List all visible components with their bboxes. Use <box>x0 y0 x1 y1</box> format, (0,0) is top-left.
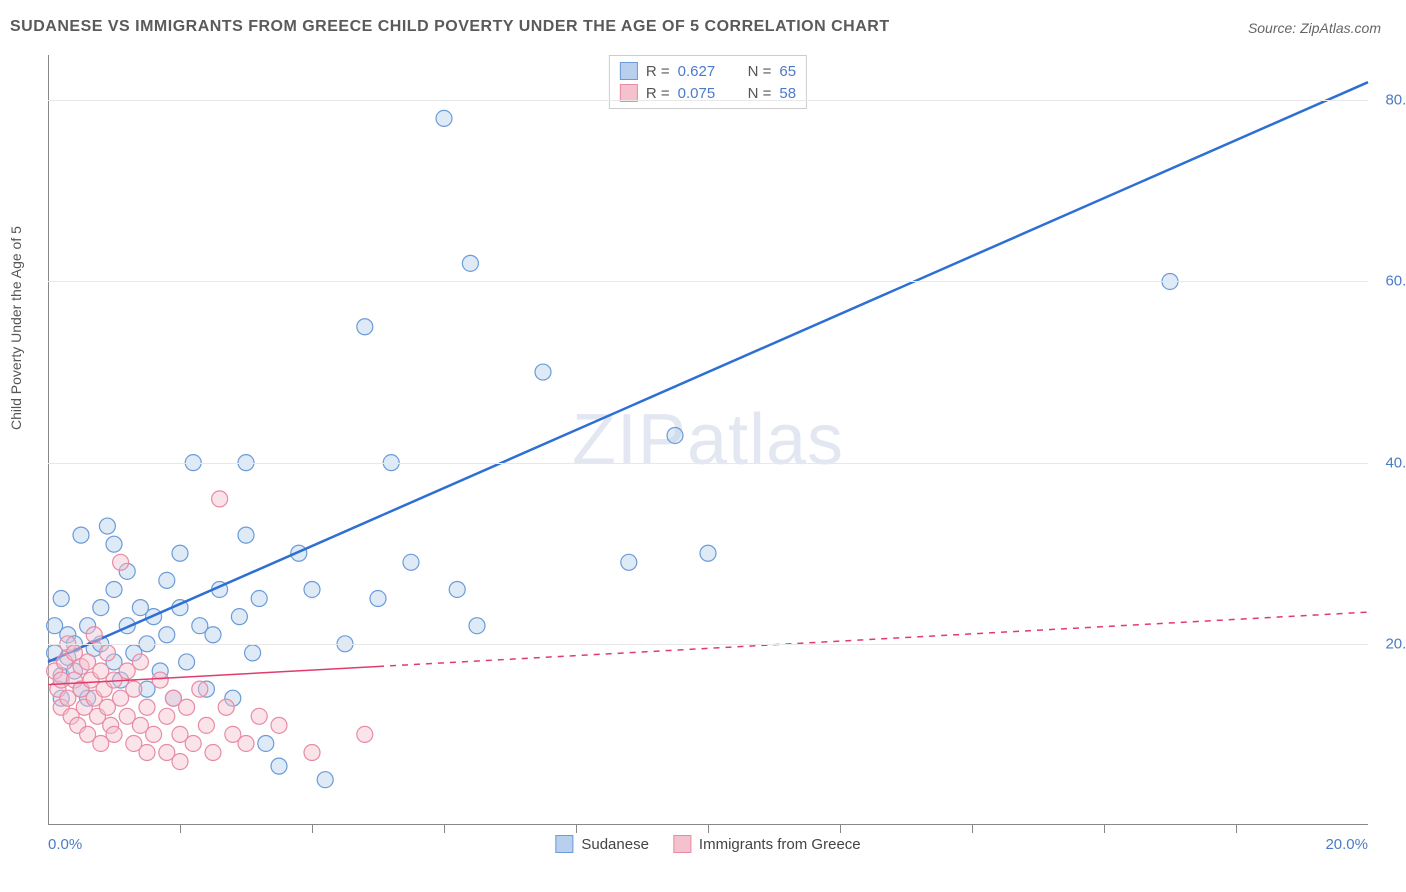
data-point <box>271 758 287 774</box>
x-tick <box>180 825 181 833</box>
grid-line <box>48 100 1368 101</box>
r-value: 0.075 <box>678 85 728 102</box>
data-point <box>621 554 637 570</box>
data-point <box>449 581 465 597</box>
x-tick <box>576 825 577 833</box>
data-point <box>403 554 419 570</box>
data-point <box>159 708 175 724</box>
r-value: 0.627 <box>678 63 728 80</box>
y-tick-label: 60.0% <box>1373 273 1406 290</box>
x-tick-label: 0.0% <box>48 836 82 853</box>
y-axis-label: Child Poverty Under the Age of 5 <box>8 226 24 430</box>
x-tick <box>444 825 445 833</box>
data-point <box>86 627 102 643</box>
legend-item: Sudanese <box>555 835 649 853</box>
trend-line-extrapolated <box>378 612 1368 666</box>
data-point <box>469 618 485 634</box>
data-point <box>126 681 142 697</box>
data-point <box>179 699 195 715</box>
x-tick <box>1236 825 1237 833</box>
chart-plot-area: ZIPatlas R =0.627N =65R =0.075N =58 Suda… <box>48 55 1368 825</box>
data-point <box>304 745 320 761</box>
legend-series: Sudanese Immigrants from Greece <box>555 835 860 853</box>
data-point <box>357 319 373 335</box>
data-point <box>317 772 333 788</box>
data-point <box>146 726 162 742</box>
data-point <box>73 527 89 543</box>
n-value: 58 <box>779 85 796 102</box>
data-point <box>205 745 221 761</box>
data-point <box>238 527 254 543</box>
r-label: R = <box>646 63 670 80</box>
r-label: R = <box>646 85 670 102</box>
x-tick <box>708 825 709 833</box>
data-point <box>152 672 168 688</box>
x-tick <box>1104 825 1105 833</box>
data-point <box>357 726 373 742</box>
x-tick <box>312 825 313 833</box>
data-point <box>132 654 148 670</box>
y-tick-label: 80.0% <box>1373 92 1406 109</box>
x-tick <box>972 825 973 833</box>
data-point <box>218 699 234 715</box>
x-tick <box>840 825 841 833</box>
source-attribution: Source: ZipAtlas.com <box>1248 20 1381 36</box>
data-point <box>535 364 551 380</box>
legend-item: Immigrants from Greece <box>673 835 861 853</box>
data-point <box>139 699 155 715</box>
data-point <box>667 427 683 443</box>
n-label: N = <box>748 63 772 80</box>
data-point <box>251 708 267 724</box>
grid-line <box>48 644 1368 645</box>
data-point <box>99 645 115 661</box>
legend-label: Sudanese <box>581 836 649 853</box>
data-point <box>179 654 195 670</box>
data-point <box>198 717 214 733</box>
data-point <box>113 554 129 570</box>
data-point <box>231 609 247 625</box>
data-point <box>106 581 122 597</box>
chart-title: SUDANESE VS IMMIGRANTS FROM GREECE CHILD… <box>10 18 890 36</box>
y-tick-label: 20.0% <box>1373 635 1406 652</box>
scatter-svg <box>48 55 1368 825</box>
data-point <box>258 735 274 751</box>
data-point <box>99 518 115 534</box>
x-tick-label: 20.0% <box>1325 836 1368 853</box>
legend-swatch <box>620 62 638 80</box>
data-point <box>245 645 261 661</box>
data-point <box>700 545 716 561</box>
data-point <box>93 600 109 616</box>
data-point <box>205 627 221 643</box>
data-point <box>106 726 122 742</box>
data-point <box>304 581 320 597</box>
data-point <box>271 717 287 733</box>
n-label: N = <box>748 85 772 102</box>
data-point <box>172 754 188 770</box>
data-point <box>159 572 175 588</box>
data-point <box>192 681 208 697</box>
data-point <box>251 591 267 607</box>
data-point <box>370 591 386 607</box>
data-point <box>139 745 155 761</box>
data-point <box>53 591 69 607</box>
data-point <box>238 735 254 751</box>
legend-swatch <box>673 835 691 853</box>
data-point <box>185 735 201 751</box>
y-tick-label: 40.0% <box>1373 454 1406 471</box>
data-point <box>172 545 188 561</box>
n-value: 65 <box>779 63 796 80</box>
data-point <box>212 491 228 507</box>
grid-line <box>48 281 1368 282</box>
data-point <box>462 255 478 271</box>
data-point <box>436 110 452 126</box>
grid-line <box>48 463 1368 464</box>
data-point <box>159 627 175 643</box>
legend-label: Immigrants from Greece <box>699 836 861 853</box>
data-point <box>106 536 122 552</box>
legend-stat-row: R = 0.627 N = 65 <box>620 60 796 82</box>
trend-line <box>48 82 1368 662</box>
legend-swatch <box>555 835 573 853</box>
